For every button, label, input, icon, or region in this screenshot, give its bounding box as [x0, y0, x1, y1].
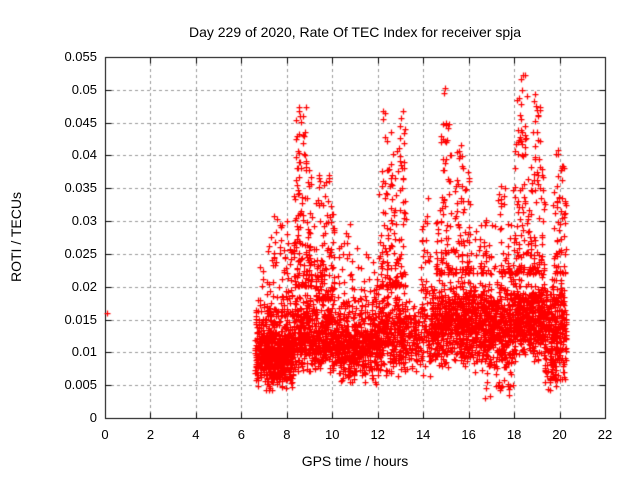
x-tick-label: 10	[325, 427, 340, 442]
y-axis-label: ROTI / TECUs	[8, 192, 24, 282]
x-tick-label: 20	[552, 427, 567, 442]
y-tick-label: 0.02	[71, 278, 97, 294]
y-tick-label: 0.035	[64, 180, 97, 196]
x-tick-label: 12	[370, 427, 385, 442]
x-tick-label: 2	[146, 427, 155, 442]
x-tick-label: 14	[415, 427, 431, 442]
y-tick-label: 0.03	[71, 213, 97, 229]
y-tick-label: 0.01	[71, 344, 97, 360]
chart-title: Day 229 of 2020, Rate Of TEC Index for r…	[188, 24, 522, 40]
y-tick-label: 0.005	[64, 377, 97, 393]
x-tick-label: 8	[283, 427, 291, 442]
x-tick-label: 6	[237, 427, 245, 442]
y-tick-label: 0	[89, 410, 97, 425]
y-tick-label: 0.055	[64, 49, 97, 64]
x-tick-label: 16	[461, 427, 476, 442]
y-tick-label: 0.025	[64, 245, 97, 261]
x-tick-label: 0	[101, 427, 109, 442]
y-tick-label: 0.045	[64, 114, 97, 130]
x-tick-label: 22	[597, 427, 613, 442]
x-tick-label: 18	[506, 427, 522, 442]
y-tick-label: 0.04	[71, 147, 97, 163]
x-axis-label: GPS time / hours	[301, 453, 409, 469]
y-tick-label: 0.05	[71, 81, 97, 97]
x-tick-label: 4	[192, 427, 200, 442]
y-tick-label: 0.015	[64, 311, 97, 327]
